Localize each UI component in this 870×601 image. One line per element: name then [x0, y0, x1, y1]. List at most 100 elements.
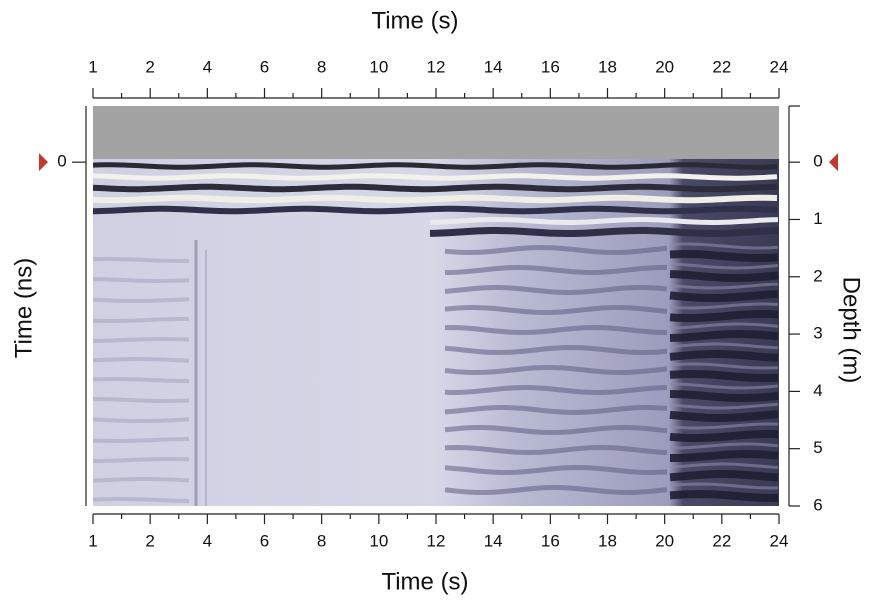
reflection-band [444, 464, 668, 476]
reflection-band [669, 310, 779, 322]
reflection-band [669, 422, 779, 430]
reflection-band [669, 290, 779, 303]
reflection-band [669, 322, 779, 330]
reflection-band [92, 377, 189, 383]
reflection-band [669, 242, 779, 250]
x-tick-label-top: 18 [598, 57, 617, 76]
x-axis-title-top: Time (s) [371, 7, 458, 34]
reflection-band [444, 485, 668, 495]
reflection-band [93, 397, 190, 403]
x-tick-label-bottom: 6 [260, 531, 269, 550]
reflection-band [444, 365, 668, 376]
reflection-band [92, 417, 190, 423]
x-tick-label-top: 8 [317, 57, 326, 76]
reflection-band [669, 390, 779, 403]
reflection-band [92, 337, 190, 343]
x-tick-label-bottom: 1 [88, 531, 97, 550]
y2-tick-label: 6 [813, 495, 822, 514]
reflection-band [445, 265, 667, 275]
x-tick-label-bottom: 22 [712, 531, 731, 550]
x-tick-label-bottom: 14 [484, 531, 503, 550]
reflection-band [444, 424, 668, 436]
x-tick-label-top: 14 [484, 57, 503, 76]
x-tick-label-top: 12 [427, 57, 446, 76]
reflection-band [92, 205, 778, 215]
reflection-band [669, 250, 779, 262]
x-tick-label-top: 16 [541, 57, 560, 76]
reflection-band [669, 489, 779, 503]
reflection-band [92, 162, 778, 170]
x-tick-label-top: 22 [712, 57, 731, 76]
radar-background [93, 106, 779, 506]
reflection-band [92, 357, 190, 363]
reflection-band [92, 497, 190, 503]
reflection-band [669, 282, 779, 290]
x-tick-label-bottom: 24 [770, 531, 789, 550]
x-tick-label-bottom: 8 [317, 531, 326, 550]
reflection-band [92, 277, 190, 283]
reflection-band [444, 344, 668, 356]
reflection-band [92, 297, 190, 303]
x-tick-label-top: 1 [88, 57, 97, 76]
x-tick-label-bottom: 20 [655, 531, 674, 550]
reflection-band [92, 257, 190, 263]
reflection-band [669, 330, 779, 342]
reflection-band [444, 324, 668, 336]
x-axis-title-bottom: Time (s) [381, 568, 468, 595]
reflection-band [670, 442, 779, 450]
reflection-band [444, 385, 668, 395]
reflection-band [669, 302, 779, 310]
y2-tick-label: 3 [813, 324, 822, 343]
y2-tick-label: 0 [813, 152, 822, 171]
reflection-band [444, 285, 668, 295]
y2-tick-label: 1 [813, 209, 822, 228]
reflection-band [669, 262, 779, 270]
reflection-band [669, 270, 779, 283]
reflection-band [669, 370, 779, 383]
radargram-image [92, 106, 779, 506]
reflection-band [92, 437, 190, 443]
x-tick-label-bottom: 18 [598, 531, 617, 550]
y2-tick-label: 2 [813, 266, 822, 285]
reflection-band [92, 194, 778, 204]
reflection-band [669, 462, 779, 469]
y2-tick-label: 5 [813, 438, 822, 457]
reflection-band [669, 342, 779, 350]
reflection-band [429, 217, 779, 225]
reflection-band [92, 183, 778, 193]
y2-tick-label: 4 [813, 381, 822, 400]
x-tick-label-bottom: 16 [541, 531, 560, 550]
y2-axis-title: Depth (m) [838, 277, 865, 384]
reflection-band [444, 405, 668, 415]
x-tick-label-top: 10 [369, 57, 388, 76]
reflection-band [669, 470, 779, 482]
reflection-band [92, 477, 190, 483]
reflection-band [669, 482, 779, 490]
x-tick-label-bottom: 10 [369, 531, 388, 550]
zero-marker [829, 153, 838, 172]
reflection-band [444, 244, 668, 256]
x-tick-label-bottom: 4 [203, 531, 212, 550]
reflection-band [444, 305, 668, 315]
x-tick-label-top: 20 [655, 57, 674, 76]
x-tick-label-top: 24 [770, 57, 789, 76]
x-tick-label-top: 6 [260, 57, 269, 76]
reflection-band [669, 430, 779, 442]
air-band [93, 106, 779, 159]
reflection-band [93, 457, 190, 463]
zero-marker [39, 153, 48, 172]
x-tick-label-top: 2 [145, 57, 154, 76]
reflection-band [670, 450, 779, 462]
y-axis-title: Time (ns) [10, 258, 37, 358]
reflection-band [669, 362, 779, 370]
reflection-band [669, 402, 779, 410]
x-tick-label-bottom: 2 [145, 531, 154, 550]
reflection-band [669, 382, 779, 390]
reflection-band [444, 444, 668, 456]
reflection-band [669, 350, 779, 362]
reflection-band [92, 317, 189, 323]
reflection-band [429, 227, 779, 237]
x-tick-label-bottom: 12 [427, 531, 446, 550]
reflection-band [669, 410, 779, 422]
